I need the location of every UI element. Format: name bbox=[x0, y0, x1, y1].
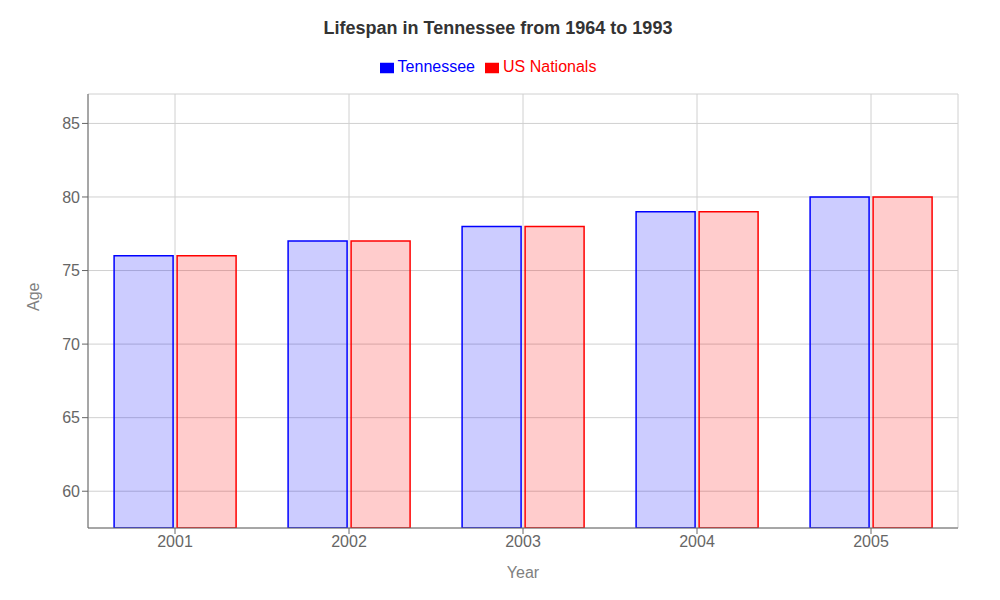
svg-text:Age: Age bbox=[25, 282, 42, 311]
svg-text:2005: 2005 bbox=[853, 533, 889, 550]
svg-text:2002: 2002 bbox=[331, 533, 367, 550]
svg-text:Year: Year bbox=[507, 564, 540, 581]
svg-text:2003: 2003 bbox=[505, 533, 541, 550]
html-text:Lifespan in Tennessee from 196: Lifespan in Tennessee from 1964 to 1993 bbox=[323, 18, 673, 38]
svg-text:60: 60 bbox=[62, 483, 80, 500]
html-text:US Nationals: US Nationals bbox=[503, 58, 597, 75]
svg-text:2001: 2001 bbox=[157, 533, 193, 550]
svg-text:80: 80 bbox=[62, 189, 80, 206]
svg-text:75: 75 bbox=[62, 262, 80, 279]
html-text:Tennessee: Tennessee bbox=[397, 58, 475, 75]
svg-text:65: 65 bbox=[62, 409, 80, 426]
svg-text:85: 85 bbox=[62, 115, 80, 132]
svg-text:70: 70 bbox=[62, 336, 80, 353]
svg-text:2004: 2004 bbox=[679, 533, 715, 550]
